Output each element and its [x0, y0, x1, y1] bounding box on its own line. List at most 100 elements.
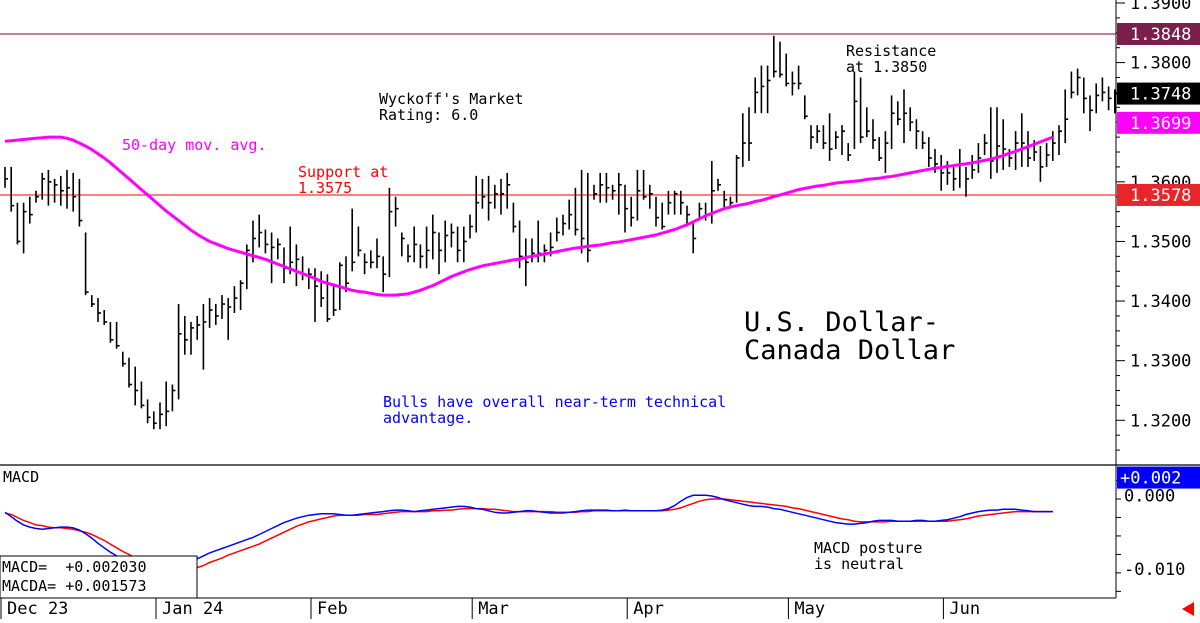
price-bar — [909, 107, 914, 132]
price-bar — [624, 184, 628, 233]
time-axis-label: May — [794, 599, 825, 619]
price-bar — [307, 268, 312, 290]
price-bar — [580, 169, 585, 254]
price-bar — [28, 196, 33, 224]
price-bar — [345, 256, 349, 293]
price-bar — [1083, 77, 1087, 114]
price-bar — [865, 107, 870, 138]
price-bar — [779, 41, 783, 78]
price-bar — [22, 202, 27, 254]
rating-annotation: Wyckoff's Market Rating: 6.0 — [379, 90, 524, 124]
price-bar — [400, 232, 405, 257]
price-bar — [153, 411, 157, 430]
price-bar — [134, 366, 139, 406]
price-bar — [47, 169, 52, 206]
resistance-price-tag-label: 1.3848 — [1130, 25, 1191, 45]
price-bar — [965, 166, 969, 197]
price-bar — [1107, 86, 1112, 111]
price-bar — [878, 137, 883, 161]
price-bar — [1020, 113, 1025, 167]
price-bar — [444, 220, 449, 263]
price-bar — [270, 232, 275, 284]
price-bar — [202, 304, 207, 370]
macd-readout: MACD= +0.002030 MACDA= +0.001573 — [0, 555, 198, 599]
price-bar — [351, 208, 356, 272]
price-bar — [630, 196, 635, 227]
price-bar — [568, 199, 573, 230]
time-axis-label: Dec 23 — [7, 599, 68, 619]
price-tick-label: 1.3800 — [1130, 54, 1191, 74]
price-bar — [295, 244, 300, 287]
price-bar — [450, 223, 455, 248]
macd-tick-label: 0.000 — [1124, 486, 1175, 506]
chart-title: U.S. Dollar-Canada Dollar — [744, 307, 955, 366]
price-bar — [140, 381, 145, 409]
price-bar — [84, 232, 89, 296]
price-bar — [791, 71, 796, 96]
price-bar — [599, 172, 604, 203]
time-axis-label: Jun — [949, 599, 980, 619]
price-bar — [841, 125, 845, 155]
price-bar — [921, 131, 926, 150]
price-bar — [642, 169, 647, 200]
price-bar — [531, 238, 535, 263]
price-bar — [159, 402, 163, 430]
price-bar — [177, 304, 182, 400]
price-bar — [903, 89, 907, 144]
price-bar — [655, 196, 659, 227]
price-bar — [109, 321, 114, 343]
price-bar — [1027, 131, 1031, 167]
price-bar — [983, 134, 988, 155]
price-bar — [16, 202, 21, 245]
price-bar — [475, 175, 480, 233]
price-bar — [376, 238, 380, 269]
price-bar — [407, 244, 411, 263]
price-bar — [115, 321, 120, 349]
macd-annotation: MACD posture is neutral — [814, 539, 922, 573]
macd-panel-title: MACD — [3, 468, 39, 486]
price-bar — [766, 65, 771, 114]
price-bar — [1101, 77, 1106, 102]
price-bar — [847, 143, 852, 161]
price-bar — [431, 214, 436, 260]
price-bar — [369, 250, 374, 269]
price-bar — [493, 184, 498, 209]
price-bar — [971, 155, 976, 179]
time-axis-label: Apr — [633, 599, 664, 619]
price-bar — [462, 226, 467, 263]
price-bar — [196, 315, 201, 340]
price-bar — [1089, 95, 1093, 132]
price-bar — [686, 205, 690, 227]
price-tick-label: 1.3300 — [1130, 352, 1191, 372]
price-bar — [1076, 68, 1081, 96]
price-bar — [146, 399, 151, 424]
price-bar — [723, 190, 728, 209]
price-bar — [524, 238, 529, 287]
macd-value-tag: +0.002 — [1117, 466, 1200, 489]
price-bar — [667, 190, 672, 215]
price-bar — [593, 184, 597, 200]
price-bar — [456, 226, 461, 263]
ma-annotation: 50-day mov. avg. — [122, 136, 267, 154]
price-bar — [171, 384, 176, 412]
price-bar — [66, 169, 70, 209]
price-bar — [741, 113, 746, 167]
price-bar — [989, 107, 994, 179]
price-bar — [382, 256, 387, 293]
price-bar — [679, 190, 684, 215]
scroll-left-arrow-icon[interactable] — [1182, 602, 1194, 616]
price-bar — [562, 214, 566, 236]
price-bar — [853, 71, 858, 150]
price-bar — [184, 315, 188, 355]
resistance-annotation: Resistance at 1.3850 — [846, 42, 936, 76]
price-bar — [872, 119, 876, 150]
price-bar — [996, 107, 1000, 173]
price-bar — [233, 286, 238, 313]
price-bar — [190, 321, 194, 355]
price-bar — [611, 184, 616, 200]
price-bar — [617, 172, 622, 215]
macd-readout-value: MACD= +0.002030 — [2, 558, 147, 576]
price-bar — [772, 35, 777, 78]
price-bar — [717, 178, 721, 191]
price-bar — [394, 196, 399, 227]
